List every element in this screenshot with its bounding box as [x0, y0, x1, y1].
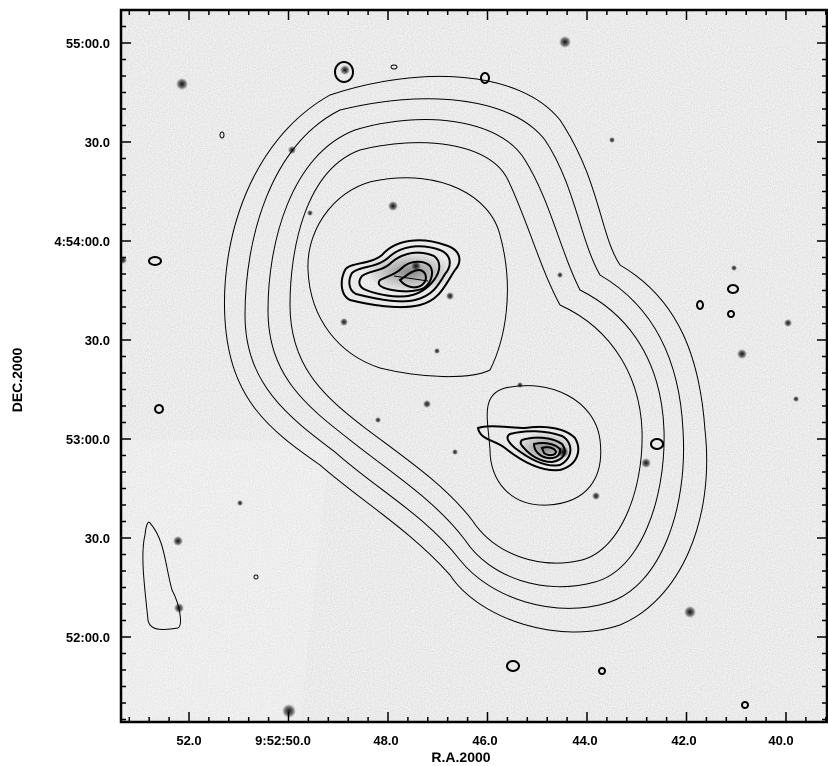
contour-outer-1 — [223, 75, 708, 633]
x-tick-label: 9:52:50.0 — [255, 733, 311, 748]
y-tick-labels: 55:00.0 30.0 4:54:00.0 30.0 53:00.0 30.0… — [54, 36, 110, 645]
axis-ticks — [121, 9, 827, 722]
contour-outer-3 — [267, 119, 665, 588]
x-tick-label: 42.0 — [671, 733, 696, 748]
y-tick-label: 55:00.0 — [66, 36, 110, 51]
y-tick-label: 4:54:00.0 — [54, 234, 110, 249]
plot-frame — [119, 8, 828, 724]
optical-image — [121, 10, 828, 722]
radio-contours — [142, 61, 749, 709]
contour-lobe-north — [307, 177, 508, 378]
core-south — [476, 425, 580, 472]
x-tick-labels: 52.0 9:52:50.0 48.0 46.0 44.0 42.0 40.0 — [176, 733, 793, 748]
noise-contours — [142, 61, 749, 709]
y-tick-label: 53:00.0 — [66, 432, 110, 447]
x-tick-label: 40.0 — [768, 733, 793, 748]
core-north — [340, 239, 461, 309]
y-tick-label: 30.0 — [85, 333, 110, 348]
y-tick-label: 52:00.0 — [66, 630, 110, 645]
contour-lobe-south — [486, 385, 602, 506]
y-tick-label: 30.0 — [85, 135, 110, 150]
y-axis-label: DEC.2000 — [9, 347, 25, 412]
x-tick-label: 44.0 — [572, 733, 597, 748]
x-axis-label: R.A.2000 — [431, 749, 490, 765]
x-tick-label: 48.0 — [373, 733, 398, 748]
x-tick-label: 46.0 — [472, 733, 497, 748]
contour-outer-4 — [289, 142, 643, 564]
y-tick-label: 30.0 — [85, 531, 110, 546]
contour-outer-2 — [244, 98, 685, 609]
x-tick-label: 52.0 — [176, 733, 201, 748]
